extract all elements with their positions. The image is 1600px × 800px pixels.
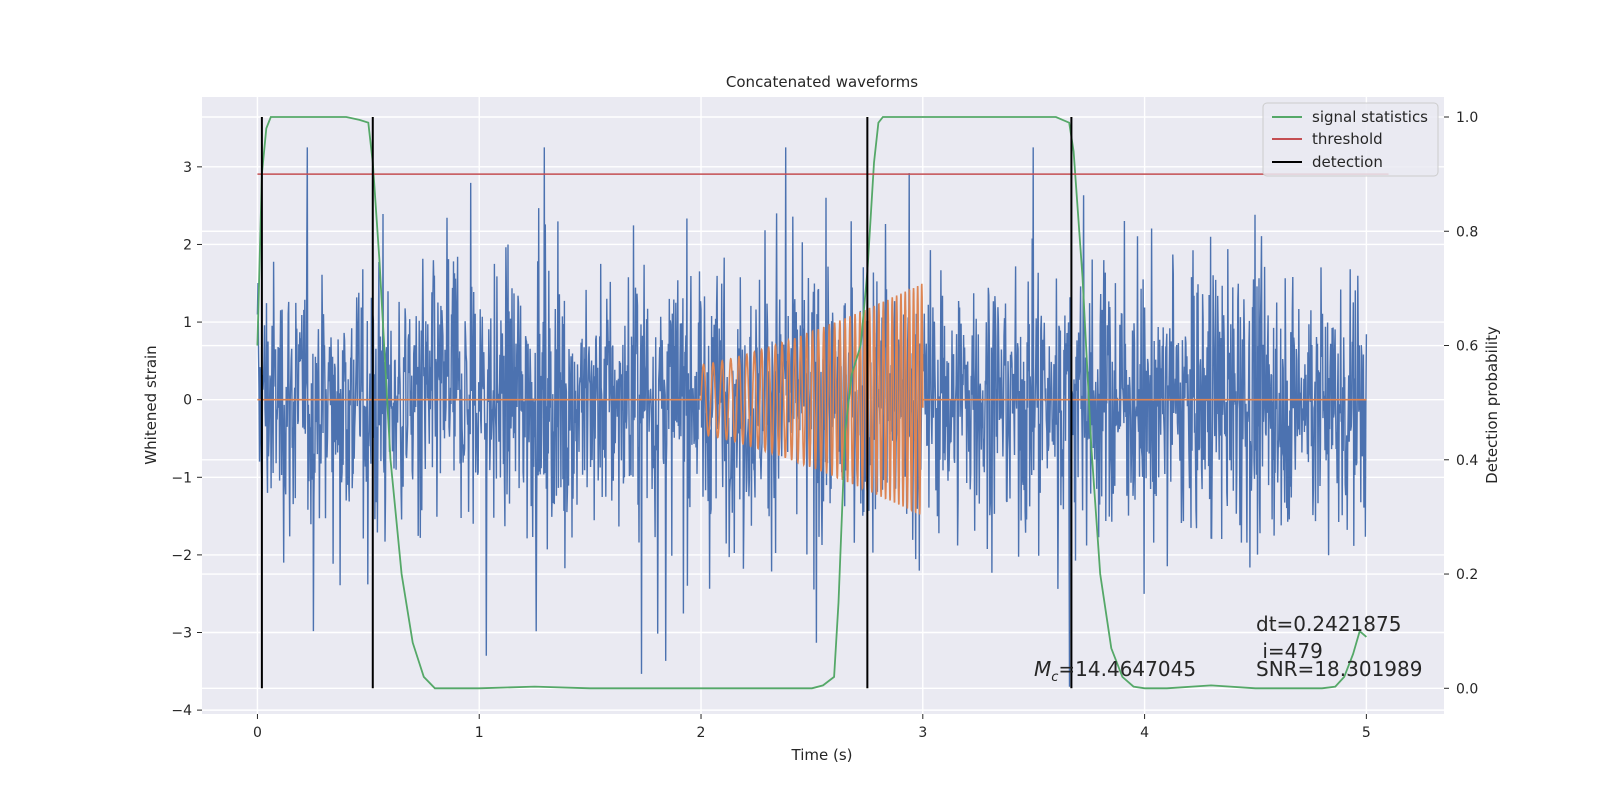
x-tick-label: 1 [475,725,484,741]
legend-label-threshold: threshold [1312,130,1383,148]
legend-label-signal-statistics: signal statistics [1312,108,1428,126]
annotation-chirp-mass-value: =14.4647045 [1058,657,1196,681]
y-right-tick-label: 0.4 [1456,453,1478,469]
noise-line [256,147,1368,687]
chart-title: Concatenated waveforms [726,73,918,91]
noise-series [256,147,1368,687]
y-tick-label: 1 [183,315,192,331]
legend-label-detection: detection [1312,153,1383,171]
chirp-series [257,283,1367,515]
annotation-i: i=479 [1256,639,1323,663]
legend-box [1262,102,1439,177]
annotation-chirp-mass-symbol: M [1034,657,1051,681]
x-tick-label: 0 [253,725,262,741]
x-axis-label: Time (s) [791,746,853,764]
x-tick-label: 4 [1140,725,1149,741]
y-right-tick-label: 0.0 [1456,681,1478,697]
y-right-tick-label: 0.8 [1456,224,1478,240]
annotation-snr: SNR=18.301989 [1256,657,1422,681]
signal-statistics-line [256,116,1367,690]
y-tick-label: −1 [171,470,192,486]
y-axis-label: Whitened strain [142,345,160,464]
y-tick-label: 0 [183,393,192,409]
y-right-tick-label: 0.2 [1456,567,1478,583]
y-right-tick-label: 0.6 [1456,339,1478,355]
annotation-chirp-mass: Mc=14.4647045 [1034,657,1196,685]
legend: signal statistics threshold detection [1262,102,1439,177]
y-tick-label: −2 [171,548,192,564]
x-tick-label: 5 [1362,725,1371,741]
y-right-tick-label: 1.0 [1456,110,1478,126]
y-tick-label: −4 [171,703,192,719]
annotations: dt=0.2421875 i=479 SNR=18.301989 Mc=14.4… [1034,612,1422,685]
y-tick-label: 2 [183,237,192,253]
y-tick-label: −3 [171,626,192,642]
right-axis-series [256,116,1389,690]
chirp-line [257,283,1367,515]
annotation-chirp-mass-subscript: c [1051,670,1058,685]
y-tick-label: 3 [183,160,192,176]
tick-labels: 0 1 2 3 4 5 −4 −3 −2 −1 0 1 2 3 0.0 0.2 0.4 0.6 0.8 1.0 [171,110,1478,741]
x-tick-label: 2 [697,725,706,741]
right-y-axis-label: Detection probability [1483,326,1501,484]
x-tick-label: 3 [918,725,927,741]
annotation-dt: dt=0.2421875 [1256,612,1401,636]
